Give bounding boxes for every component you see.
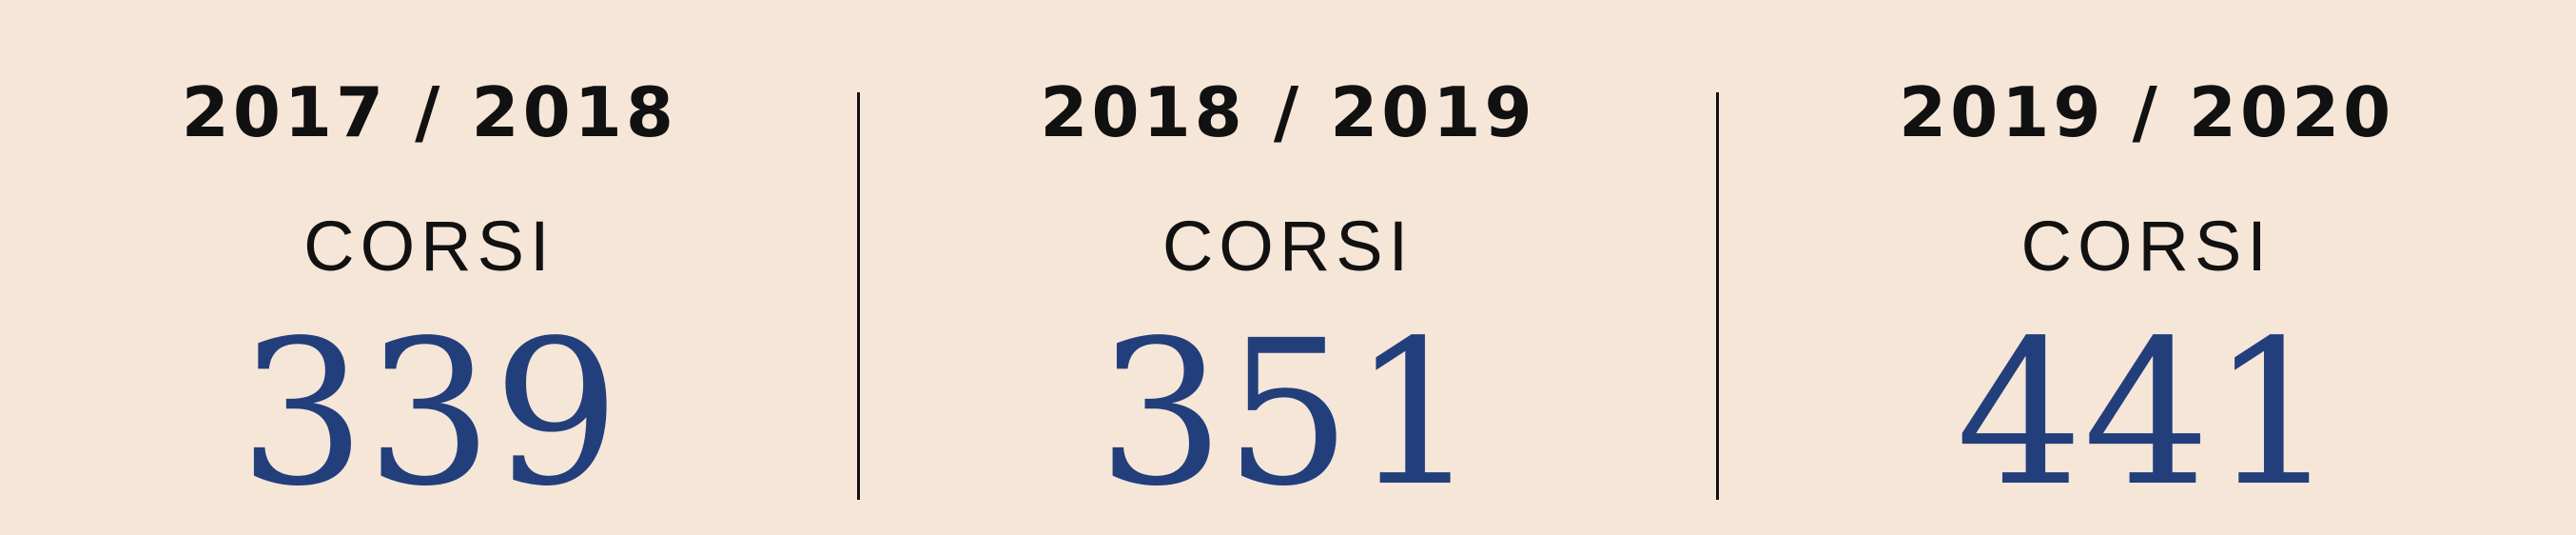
stat-value: 339: [238, 297, 620, 530]
stat-label: CORSI: [1161, 207, 1415, 286]
stat-column-2019-2020: 2019 / 2020 CORSI 441: [1717, 0, 2576, 535]
column-divider: [857, 92, 860, 500]
stat-column-2018-2019: 2018 / 2019 CORSI 351: [859, 0, 1718, 535]
column-divider: [1716, 92, 1719, 500]
stat-value: 351: [1097, 297, 1479, 530]
stat-column-2017-2018: 2017 / 2018 CORSI 339: [0, 0, 859, 535]
stat-label: CORSI: [2020, 207, 2273, 286]
academic-year: 2018 / 2019: [1040, 72, 1536, 152]
academic-year: 2017 / 2018: [181, 72, 677, 152]
stat-value: 441: [1956, 297, 2338, 530]
stat-label: CORSI: [303, 207, 556, 286]
academic-year: 2019 / 2020: [1899, 72, 2395, 152]
